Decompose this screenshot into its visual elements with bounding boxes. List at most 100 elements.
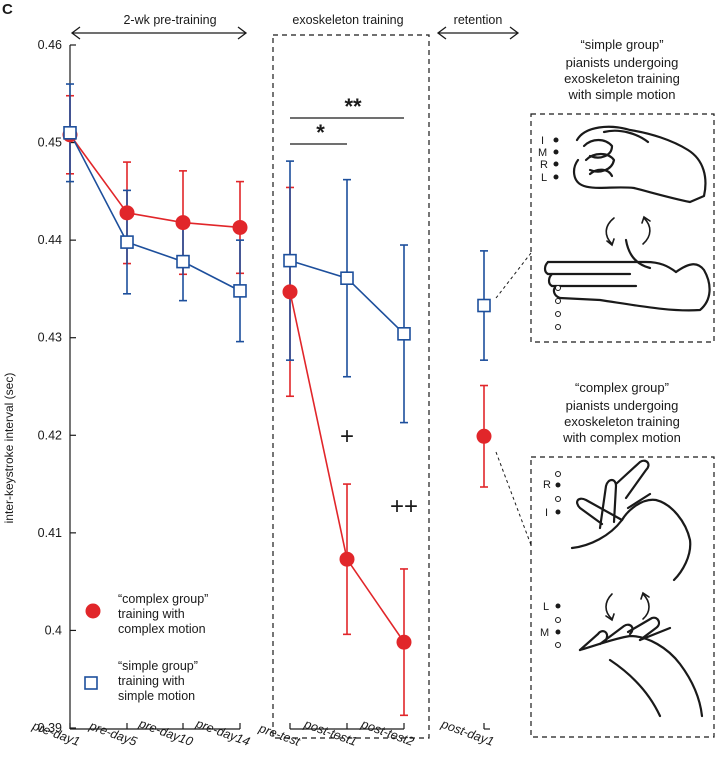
y-tick-label: 0.43 xyxy=(38,331,62,345)
finger-label-little: L xyxy=(541,172,547,184)
y-axis: 0.39 0.4 0.41 0.42 0.43 0.44 0.45 0.46 xyxy=(38,38,76,735)
rotation-arrows-icon xyxy=(605,591,650,622)
connector-simple-inset xyxy=(495,252,532,299)
finger-dot-open xyxy=(555,642,561,648)
phase-label-exoskeleton: exoskeleton training xyxy=(292,13,403,27)
finger-dot-open xyxy=(555,617,561,623)
data-point-simple xyxy=(477,298,491,313)
x-tick-label: pre-day14 xyxy=(193,716,252,749)
inset-complex-group: “complex group” pianists undergoing exos… xyxy=(530,380,715,738)
hand-complex-bottom-icon xyxy=(578,616,704,718)
data-point-simple xyxy=(397,327,411,341)
phase-arrowhead-right-pretraining xyxy=(237,26,248,40)
finger-label-middle: M xyxy=(540,627,549,639)
legend-complex-line2: training with xyxy=(118,607,185,621)
finger-label-index: I xyxy=(545,507,548,519)
inset-complex-box xyxy=(530,456,715,738)
phase-label-pretraining: 2-wk pre-training xyxy=(123,13,216,27)
inset-complex-line3: with complex motion xyxy=(562,430,681,445)
legend-simple-line3: simple motion xyxy=(118,689,195,703)
series-lines xyxy=(69,132,405,643)
y-tick-label: 0.42 xyxy=(38,428,62,442)
y-tick-label: 0.44 xyxy=(38,233,62,247)
finger-dot-open xyxy=(555,285,561,291)
hand-complex-top-icon xyxy=(570,459,692,582)
inset-simple-group: “simple group” pianists undergoing exosk… xyxy=(530,37,715,343)
inset-simple-line3: with simple motion xyxy=(568,87,676,102)
x-tick-label: pre-day10 xyxy=(136,716,195,749)
inset-simple-line2: exoskeleton training xyxy=(564,71,680,86)
significance-label: * xyxy=(316,120,325,145)
data-point-complex xyxy=(396,634,412,650)
finger-dot-filled xyxy=(555,629,561,635)
data-point-complex xyxy=(476,428,492,444)
series-line-simple xyxy=(69,132,241,292)
finger-dot-filled xyxy=(555,603,561,609)
data-points xyxy=(62,126,492,650)
finger-dot-open xyxy=(555,298,561,304)
legend-marker-simple xyxy=(84,676,98,690)
x-tick-label: pre-day5 xyxy=(87,718,139,748)
legend-complex-line1: “complex group” xyxy=(118,592,208,606)
legend-simple-line2: training with xyxy=(118,674,185,688)
finger-label-index: I xyxy=(541,135,544,147)
significance-annotations: ***+++ xyxy=(290,94,418,520)
y-axis-label: inter-keystroke interval (sec) xyxy=(2,373,16,524)
finger-label-little: L xyxy=(543,601,549,613)
finger-label-ring: R xyxy=(543,479,551,491)
finger-dot-filled xyxy=(555,482,561,488)
exoskeleton-phase-box xyxy=(272,34,430,739)
data-point-complex xyxy=(119,205,135,221)
y-tick-label: 0.41 xyxy=(38,526,62,540)
legend-complex-line3: complex motion xyxy=(118,622,206,636)
data-point-simple xyxy=(340,271,354,285)
data-point-simple xyxy=(63,126,77,140)
phase-headers: 2-wk pre-training exoskeleton training r… xyxy=(70,13,520,40)
connector-complex-inset xyxy=(495,451,532,546)
rotation-arrows-icon xyxy=(605,215,651,247)
inset-complex-title: “complex group” xyxy=(575,380,669,395)
finger-dot-filled xyxy=(553,137,559,143)
hand-flexed-icon xyxy=(572,125,707,204)
data-point-complex xyxy=(282,284,298,300)
data-point-simple xyxy=(233,284,247,298)
phase-arrowhead-left-retention xyxy=(436,26,447,40)
finger-dot-filled xyxy=(553,174,559,180)
data-point-simple xyxy=(176,254,190,269)
finger-dot-filled xyxy=(553,149,559,155)
phase-arrowhead-right-retention xyxy=(509,26,520,40)
finger-label-middle: M xyxy=(538,147,547,159)
data-point-simple xyxy=(283,253,297,268)
panel-label: C xyxy=(2,1,13,18)
inset-complex-line2: exoskeleton training xyxy=(564,414,680,429)
data-point-simple xyxy=(120,235,134,249)
finger-dot-open xyxy=(555,471,561,477)
significance-label: ** xyxy=(344,94,362,119)
legend-simple-line1: “simple group” xyxy=(118,659,198,673)
legend: “complex group” training with complex mo… xyxy=(84,592,208,703)
x-tick-label: post-day1 xyxy=(438,717,495,749)
x-tick-label: post-test2 xyxy=(358,717,415,749)
finger-dot-filled xyxy=(555,509,561,515)
data-point-complex xyxy=(232,219,248,235)
data-point-complex xyxy=(339,551,355,567)
phase-label-retention: retention xyxy=(454,13,503,27)
y-tick-label: 0.46 xyxy=(38,38,62,52)
hand-open-icon xyxy=(543,238,711,312)
post-hoc-marker: ++ xyxy=(390,493,418,520)
y-tick-label: 0.4 xyxy=(45,623,62,637)
inset-simple-title: “simple group” xyxy=(580,37,663,52)
y-tick-label: 0.45 xyxy=(38,136,62,150)
data-point-complex xyxy=(175,215,191,231)
phase-arrowhead-left-pretraining xyxy=(70,26,81,40)
legend-marker-complex xyxy=(85,603,101,619)
post-hoc-marker: + xyxy=(340,423,354,450)
finger-label-ring: R xyxy=(540,159,548,171)
series-line-complex xyxy=(69,134,241,229)
finger-dot-open xyxy=(555,496,561,502)
inset-complex-line1: pianists undergoing xyxy=(566,398,679,413)
x-tick-label: pre-test xyxy=(256,721,302,749)
x-tick-label: post-test1 xyxy=(301,717,358,749)
